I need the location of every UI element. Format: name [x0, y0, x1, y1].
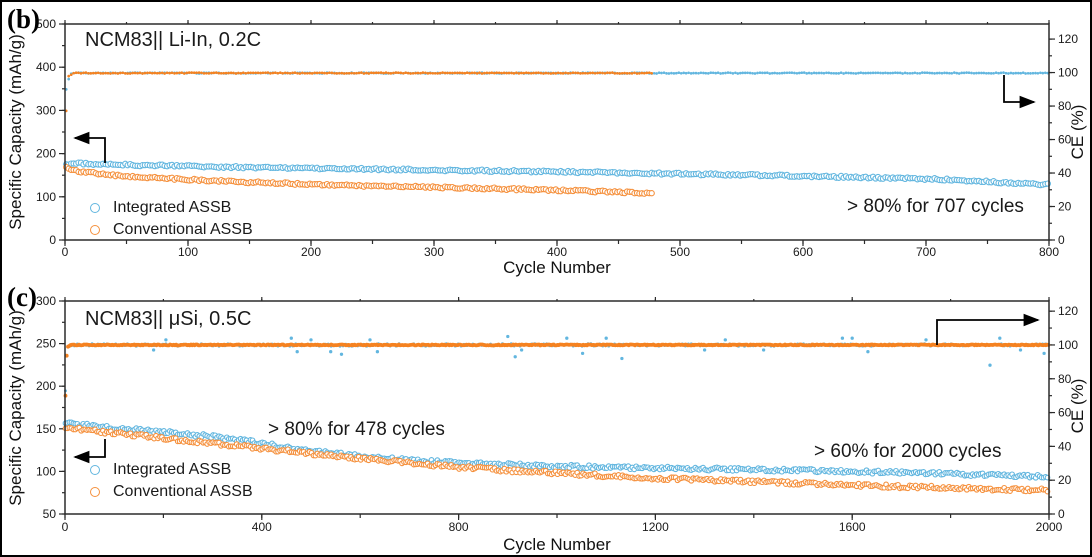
- svg-text:40: 40: [1058, 439, 1072, 453]
- svg-text:400: 400: [547, 245, 567, 259]
- svg-text:1600: 1600: [839, 520, 866, 534]
- panel-b-ylabel-left: Specific Capacity (mAh/g): [6, 34, 25, 230]
- svg-text:200: 200: [36, 147, 56, 161]
- svg-text:0: 0: [49, 233, 56, 247]
- svg-text:200: 200: [36, 379, 56, 393]
- panel-b-annotation: > 80% for 707 cycles: [847, 196, 1024, 217]
- conventional-marker-icon: [90, 487, 100, 497]
- panel-c-chart: 0 400 800 1200 1600 2000 50 100 150 200 250 300 0 20 4…: [36, 294, 1078, 534]
- svg-text:20: 20: [1058, 200, 1072, 214]
- legend-item-label: Conventional ASSB: [113, 221, 253, 238]
- panel-b-legend: Integrated ASSB Conventional ASSB: [90, 199, 253, 239]
- svg-text:2000: 2000: [1036, 520, 1063, 534]
- legend-item-label: Conventional ASSB: [113, 483, 253, 500]
- svg-text:120: 120: [1058, 32, 1078, 46]
- svg-text:0: 0: [1058, 507, 1065, 521]
- svg-text:300: 300: [36, 103, 56, 117]
- svg-text:500: 500: [36, 17, 56, 31]
- svg-text:800: 800: [1039, 245, 1059, 259]
- plot-frame: [64, 23, 1050, 241]
- svg-text:100: 100: [36, 190, 56, 204]
- svg-text:300: 300: [36, 294, 56, 308]
- axis-pointer-arrows: [73, 313, 1040, 464]
- plot-frame: [64, 300, 1050, 515]
- svg-text:20: 20: [1058, 473, 1072, 487]
- svg-text:100: 100: [1058, 66, 1078, 80]
- integrated-assb-ce: [64, 71, 1050, 91]
- svg-text:250: 250: [36, 337, 56, 351]
- panel-c-annotation-2000: > 60% for 2000 cycles: [814, 441, 1002, 462]
- svg-text:0: 0: [1058, 233, 1065, 247]
- svg-text:80: 80: [1058, 372, 1072, 386]
- svg-text:200: 200: [301, 245, 321, 259]
- legend-item-integrated: Integrated ASSB: [90, 199, 253, 217]
- legend-item-label: Integrated ASSB: [113, 461, 232, 478]
- svg-text:60: 60: [1058, 133, 1072, 147]
- svg-text:80: 80: [1058, 99, 1072, 113]
- panel-b-ylabel-right: CE (%): [1068, 104, 1087, 160]
- integrated-assb-capacity: [63, 159, 1051, 189]
- conventional-assb-ce: [63, 342, 1051, 398]
- svg-text:0: 0: [62, 520, 69, 534]
- panel-b-xlabel: Cycle Number: [503, 258, 611, 277]
- svg-text:100: 100: [1058, 338, 1078, 352]
- panel-c-label: (c): [7, 282, 37, 312]
- svg-text:150: 150: [36, 422, 56, 436]
- legend-item-conventional: Conventional ASSB: [90, 221, 253, 239]
- svg-text:400: 400: [36, 60, 56, 74]
- svg-text:120: 120: [1058, 304, 1078, 318]
- panel-b-title: NCM83|| Li-In, 0.2C: [85, 29, 262, 51]
- panel-b-label: (b): [7, 4, 40, 34]
- svg-text:800: 800: [449, 520, 469, 534]
- conventional-marker-icon: [90, 225, 100, 235]
- legend-item-label: Integrated ASSB: [113, 199, 232, 216]
- panel-b-chart: 0 100 200 300 400 500 600 700 800010020030040050…: [36, 17, 1078, 259]
- svg-text:40: 40: [1058, 166, 1072, 180]
- tick-labels: 0 100 200 300 400 500 600 700 800010020030040050…: [36, 17, 1078, 259]
- conventional-assb-ce: [64, 71, 654, 113]
- panel-c-annotation-478: > 80% for 478 cycles: [268, 419, 445, 440]
- conventional-assb-capacity: [62, 424, 1051, 495]
- svg-text:100: 100: [36, 464, 56, 478]
- svg-text:100: 100: [178, 245, 198, 259]
- svg-text:400: 400: [252, 520, 272, 534]
- svg-text:0: 0: [62, 245, 69, 259]
- panel-c-title: NCM83|| μSi, 0.5C: [85, 308, 252, 330]
- panel-c-legend: Integrated ASSB Conventional ASSB: [90, 461, 253, 501]
- axis-pointer-arrows: [73, 75, 1036, 163]
- conventional-assb-capacity: [63, 163, 655, 197]
- tick-labels: 0 400 800 1200 1600 2000 50 100 150 200 250 300 0 20 4…: [36, 294, 1078, 534]
- svg-text:1200: 1200: [642, 520, 669, 534]
- svg-text:50: 50: [43, 507, 57, 521]
- svg-text:600: 600: [793, 245, 813, 259]
- integrated-marker-icon: [90, 203, 100, 213]
- svg-text:60: 60: [1058, 406, 1072, 420]
- svg-text:300: 300: [424, 245, 444, 259]
- legend-item-integrated: Integrated ASSB: [90, 461, 253, 479]
- svg-text:700: 700: [916, 245, 936, 259]
- svg-text:500: 500: [670, 245, 690, 259]
- panel-c-ylabel-right: CE (%): [1068, 378, 1087, 434]
- panel-c-xlabel: Cycle Number: [503, 535, 611, 554]
- integrated-marker-icon: [90, 465, 100, 475]
- panel-c-ylabel-left: Specific Capacity (mAh/g): [6, 310, 25, 506]
- legend-item-conventional: Conventional ASSB: [90, 483, 253, 501]
